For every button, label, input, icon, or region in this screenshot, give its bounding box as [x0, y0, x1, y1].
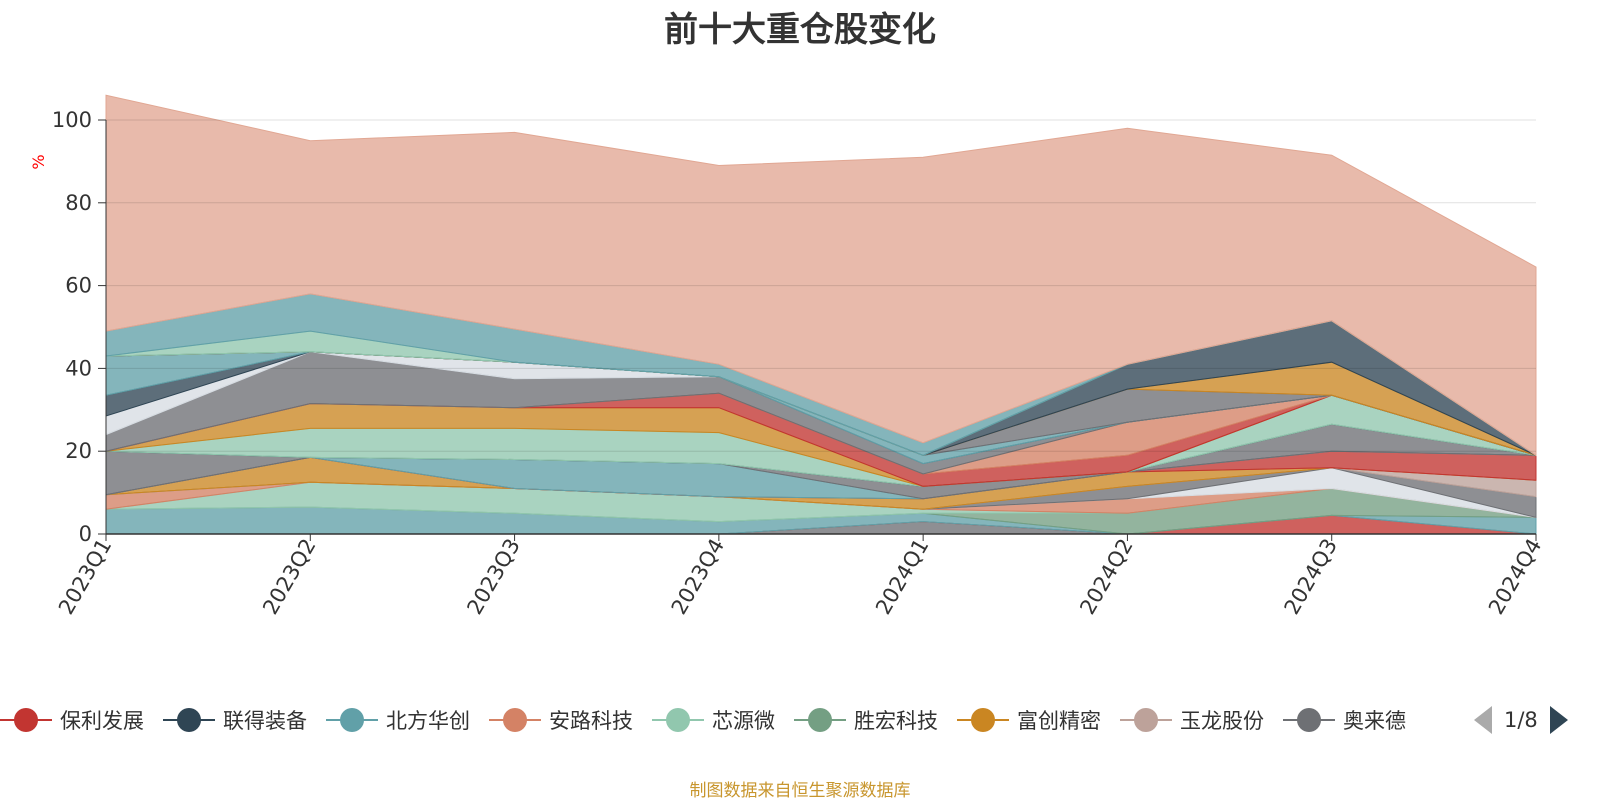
x-tick-label-2024Q2: 2024Q2 [1075, 535, 1137, 619]
x-tick-label-2023Q2: 2023Q2 [258, 535, 320, 619]
x-tick-label-2023Q4: 2023Q4 [667, 535, 729, 619]
legend-label: 安路科技 [549, 709, 633, 733]
y-tick-label-20: 20 [65, 439, 92, 463]
legend-item-9[interactable]: 奥来德 [1283, 700, 1406, 740]
legend-item-2[interactable]: 联得装备 [163, 700, 307, 740]
legend-label: 胜宏科技 [854, 709, 938, 733]
legend-marker-icon [163, 708, 215, 732]
legend-page-indicator: 1/8 [1504, 708, 1538, 732]
legend-marker-icon [1283, 708, 1335, 732]
y-tick-label-60: 60 [65, 274, 92, 298]
legend-next-page-icon[interactable] [1549, 706, 1568, 734]
legend-item-3[interactable]: 北方华创 [326, 700, 470, 740]
legend-marker-icon [652, 708, 704, 732]
legend-item-1[interactable]: 保利发展 [0, 700, 144, 740]
legend-label: 芯源微 [712, 709, 775, 733]
legend-marker-icon [489, 708, 541, 732]
legend-label: 北方华创 [386, 709, 470, 733]
legend-marker-icon [957, 708, 1009, 732]
stacked-area-chart: 0 20 40 60 80 100 2023Q1 2023Q2 2023Q3 2023Q4 2024… [29, 94, 1546, 619]
x-tick-label-2023Q1: 2023Q1 [54, 535, 116, 619]
legend-item-6[interactable]: 胜宏科技 [794, 700, 938, 740]
legend-label: 联得装备 [223, 709, 307, 733]
gridlines [106, 119, 1536, 452]
area-series-layer [105, 94, 1537, 535]
x-tick-label-2024Q3: 2024Q3 [1280, 535, 1342, 619]
legend-item-5[interactable]: 芯源微 [652, 700, 775, 740]
x-tick-label-2024Q4: 2024Q4 [1484, 535, 1546, 619]
legend-marker-icon [0, 708, 52, 732]
legend-marker-icon [1120, 708, 1172, 732]
legend-label: 保利发展 [60, 709, 144, 733]
legend-label: 奥来德 [1343, 709, 1406, 733]
legend-item-8[interactable]: 玉龙股份 [1120, 700, 1264, 740]
legend-marker-icon [326, 708, 378, 732]
y-tick-label-0: 0 [79, 522, 92, 546]
y-tick-label-80: 80 [65, 191, 92, 215]
area-band-28 [105, 94, 1537, 457]
legend-marker-icon [794, 708, 846, 732]
legend-label: 玉龙股份 [1180, 709, 1264, 733]
legend-pager: 1/8 [1470, 702, 1568, 738]
y-axis-unit-label: % [29, 154, 48, 169]
legend: 保利发展 联得装备 北方华创 安路科技 芯源微 胜宏科技 富创精密 玉龙股份 奥来德 [0, 700, 1480, 740]
x-tick-label-2024Q1: 2024Q1 [871, 535, 933, 619]
legend-label: 富创精密 [1017, 709, 1101, 733]
data-source-footer: 制图数据来自恒生聚源数据库 [689, 781, 911, 801]
chart-title: 前十大重仓股变化 [664, 10, 936, 50]
x-tick-label-2023Q3: 2023Q3 [462, 535, 524, 619]
legend-item-7[interactable]: 富创精密 [957, 700, 1101, 740]
y-tick-label-100: 100 [52, 108, 92, 132]
legend-prev-page-icon[interactable] [1474, 706, 1492, 734]
y-tick-label-40: 40 [65, 356, 92, 380]
legend-item-4[interactable]: 安路科技 [489, 700, 633, 740]
